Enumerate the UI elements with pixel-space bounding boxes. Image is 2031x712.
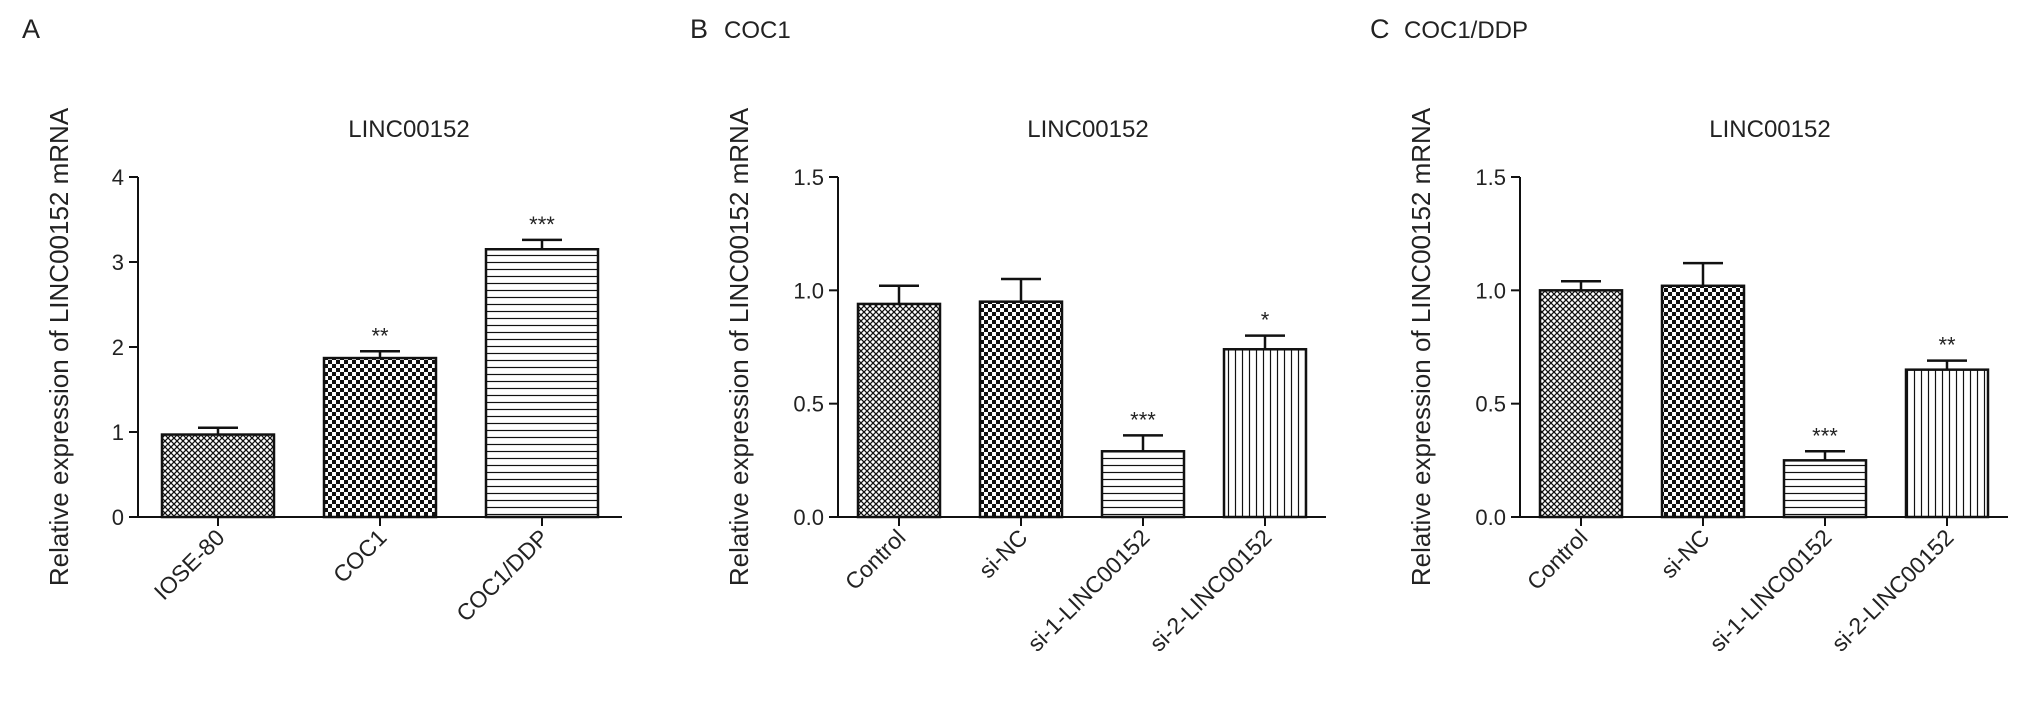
chart-panel-a: LINC00152 Relative expression of LINC0015… <box>44 107 622 627</box>
x-tick-label: COC1/DDP <box>451 524 553 626</box>
significance-label: * <box>1261 308 1270 333</box>
bar <box>322 356 438 519</box>
bar <box>1100 450 1186 519</box>
panel-subtitle-c: COC1/DDP <box>1404 17 1528 44</box>
y-axis-label: Relative expression of LINC00152 mRNA <box>44 107 74 586</box>
y-tick-label: 0.5 <box>793 392 824 417</box>
bar <box>1538 289 1624 519</box>
panel-letter-c: C <box>1370 14 1390 44</box>
chart-panel-c: LINC00152 Relative expression of LINC0015… <box>1406 107 2008 656</box>
x-tick-label: si-1-LINC00152 <box>1022 524 1154 656</box>
chart-title: LINC00152 <box>1027 116 1148 143</box>
y-tick-label: 0.0 <box>1475 505 1506 530</box>
y-tick-label: 1 <box>112 420 124 445</box>
chart-title: LINC00152 <box>348 116 469 143</box>
x-tick-label: si-2-LINC00152 <box>1826 524 1958 656</box>
significance-label: ** <box>1938 333 1956 358</box>
y-tick-label: 1.0 <box>793 278 824 303</box>
x-tick-label: si-NC <box>1655 524 1714 583</box>
x-tick-label: IOSE-80 <box>149 524 230 605</box>
y-tick-label: 1.5 <box>793 165 824 190</box>
x-tick-label: si-1-LINC00152 <box>1704 524 1836 656</box>
y-tick-label: 4 <box>112 165 124 190</box>
panel-letter-b: B <box>690 14 708 44</box>
chart-title: LINC00152 <box>1709 116 1830 143</box>
bar <box>856 302 942 519</box>
significance-label: ** <box>371 323 389 348</box>
significance-label: *** <box>1812 423 1838 448</box>
y-tick-label: 3 <box>112 250 124 275</box>
bar <box>1222 348 1308 519</box>
y-tick-label: 2 <box>112 335 124 360</box>
y-axis-label: Relative expression of LINC00152 mRNA <box>1406 107 1436 586</box>
y-tick-label: 0.0 <box>793 505 824 530</box>
x-tick-label: si-NC <box>973 524 1032 583</box>
x-tick-label: Control <box>1522 524 1593 595</box>
x-tick-label: si-2-LINC00152 <box>1144 524 1276 656</box>
panel-letter-a: A <box>22 14 40 44</box>
bar <box>160 433 276 519</box>
y-tick-label: 0.5 <box>1475 392 1506 417</box>
bar <box>484 248 600 519</box>
y-axis-label: Relative expression of LINC00152 mRNA <box>724 107 754 586</box>
bar <box>1904 368 1990 519</box>
significance-label: *** <box>1130 407 1156 432</box>
y-tick-label: 1.0 <box>1475 278 1506 303</box>
x-tick-label: COC1 <box>328 524 392 588</box>
significance-label: *** <box>529 212 555 237</box>
x-tick-label: Control <box>840 524 911 595</box>
y-tick-label: 0 <box>112 505 124 530</box>
bar <box>978 300 1064 519</box>
bar <box>1660 284 1746 519</box>
bar <box>1782 459 1868 519</box>
chart-panel-b: LINC00152 Relative expression of LINC0015… <box>724 107 1326 656</box>
y-tick-label: 1.5 <box>1475 165 1506 190</box>
panel-subtitle-b: COC1 <box>724 17 791 44</box>
